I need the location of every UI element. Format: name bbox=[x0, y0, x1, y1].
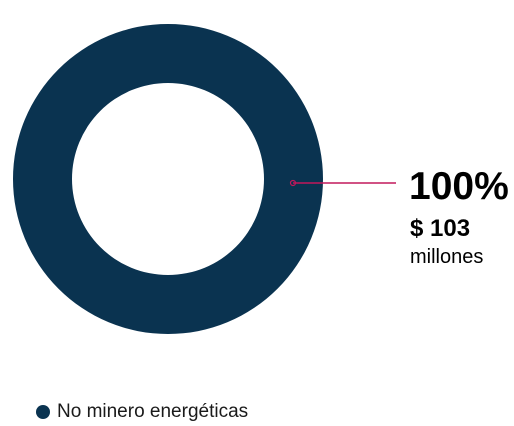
donut-slice bbox=[12, 23, 324, 335]
legend-label: No minero energéticas bbox=[57, 401, 249, 422]
slice-amount-label: $ 103 bbox=[410, 215, 470, 242]
donut-slices bbox=[12, 23, 324, 335]
leader-dot bbox=[289, 179, 297, 187]
legend: No minero energéticas bbox=[36, 400, 248, 424]
legend-swatch bbox=[36, 405, 50, 419]
slice-unit-label: millones bbox=[410, 246, 483, 268]
slice-percent-label: 100% bbox=[409, 165, 509, 208]
